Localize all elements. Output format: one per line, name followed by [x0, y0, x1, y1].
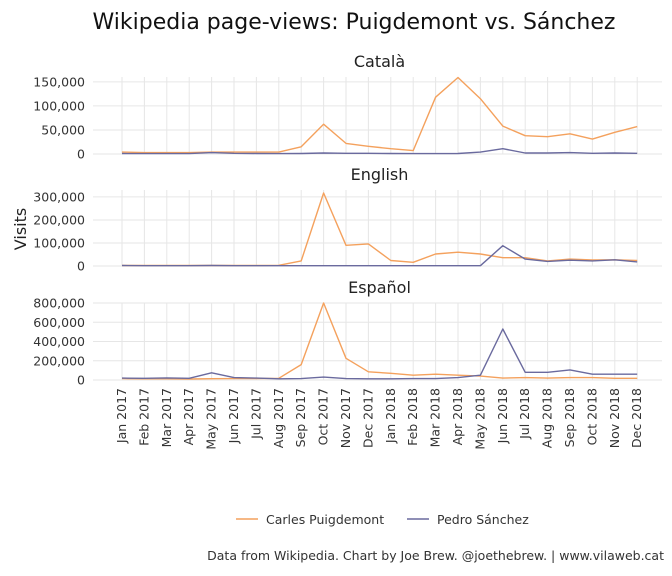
x-tick-label: Jan 2017 — [114, 388, 129, 444]
series-line-sanchez — [121, 147, 638, 155]
y-tick-label: 100,000 — [33, 98, 85, 113]
panel-2: 0 100,000 200,000 300,000 English — [33, 165, 662, 274]
legend-item: Pedro Sánchez — [407, 512, 529, 527]
caption: Data from Wikipedia. Chart by Joe Brew. … — [207, 548, 664, 563]
x-tick-label: Oct 2018 — [584, 388, 599, 445]
x-tick-label: Mar 2018 — [428, 388, 443, 447]
x-tick-label: May 2018 — [472, 388, 487, 450]
legend: Carles Puigdemont Pedro Sánchez — [236, 512, 529, 527]
series-line-sanchez — [121, 244, 638, 267]
panels: 0 50,000 100,000 150,000 Català 0 100,000 200,0… — [33, 52, 662, 388]
series-line-puigdemont — [121, 76, 638, 154]
x-tick-label: Jun 2018 — [495, 388, 510, 444]
y-tick-label: 100,000 — [33, 235, 85, 250]
y-tick-label: 0 — [77, 373, 85, 388]
panel-1: 0 50,000 100,000 150,000 Català — [33, 52, 662, 162]
panel-3: 0 200,000 400,000 600,000 800,000 Español — [33, 278, 662, 388]
x-tick-label: Jul 2017 — [248, 388, 263, 440]
x-tick-label: Mar 2017 — [159, 388, 174, 447]
x-tick-label: Nov 2018 — [607, 388, 622, 448]
x-tick-label: May 2017 — [204, 388, 219, 450]
x-axis: Jan 2017 Feb 2017 Mar 2017 Apr 2017 May 2017… — [114, 388, 644, 450]
y-tick-label: 50,000 — [41, 122, 85, 137]
y-tick-label: 800,000 — [33, 296, 85, 311]
x-tick-label: Jun 2017 — [226, 388, 241, 444]
y-tick-label: 0 — [77, 147, 85, 162]
x-tick-label: Feb 2018 — [405, 388, 420, 446]
x-tick-label: Aug 2018 — [540, 388, 555, 448]
y-tick-label: 200,000 — [33, 353, 85, 368]
x-tick-label: Feb 2017 — [136, 388, 151, 446]
panel-title: English — [351, 165, 409, 184]
x-tick-label: Oct 2017 — [316, 388, 331, 445]
legend-label: Carles Puigdemont — [266, 512, 384, 527]
y-tick-label: 200,000 — [33, 212, 85, 227]
x-tick-label: Sep 2017 — [293, 388, 308, 447]
legend-label: Pedro Sánchez — [437, 512, 529, 527]
y-tick-label: 0 — [77, 259, 85, 274]
series-line-puigdemont — [121, 302, 638, 380]
chart-title: Wikipedia page-views: Puigdemont vs. Sán… — [93, 10, 616, 35]
x-tick-label: Apr 2018 — [450, 388, 465, 445]
y-tick-label: 150,000 — [33, 74, 85, 89]
y-axis-label: Visits — [11, 208, 30, 250]
x-tick-label: Sep 2018 — [562, 388, 577, 447]
series-line-puigdemont — [122, 192, 638, 267]
x-tick-label: Apr 2017 — [181, 388, 196, 445]
x-tick-label: Nov 2017 — [338, 388, 353, 448]
x-tick-label: Jan 2018 — [383, 388, 398, 444]
y-tick-label: 400,000 — [33, 334, 85, 349]
panel-title: Català — [354, 52, 405, 71]
x-tick-label: Dec 2017 — [360, 388, 375, 448]
x-tick-label: Aug 2017 — [271, 388, 286, 448]
panel-title: Español — [348, 278, 411, 297]
series-line-sanchez — [121, 328, 638, 380]
x-tick-label: Dec 2018 — [629, 388, 644, 448]
y-tick-label: 600,000 — [33, 315, 85, 330]
legend-item: Carles Puigdemont — [236, 512, 384, 527]
x-tick-label: Jul 2018 — [517, 388, 532, 440]
y-tick-label: 300,000 — [33, 189, 85, 204]
